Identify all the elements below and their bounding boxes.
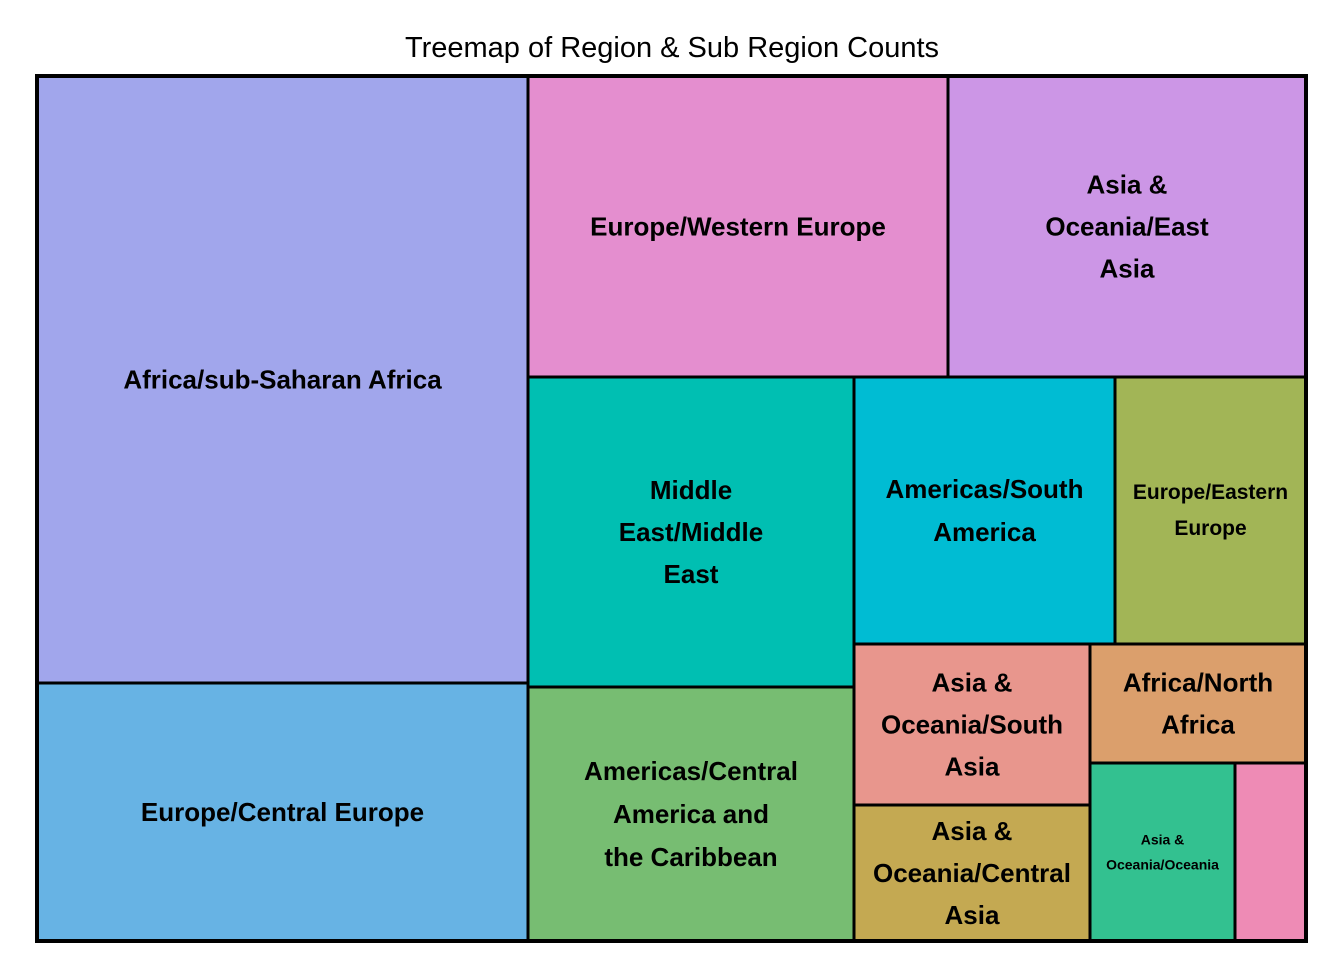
- treemap-tile-label: Middle: [650, 475, 732, 505]
- treemap-tile-label: Asia &: [1087, 170, 1168, 200]
- treemap-tile-rect: [35, 74, 530, 685]
- treemap-tile: Asia & Oceania/Oceania: [1088, 761, 1237, 943]
- treemap-tile-label: Africa/North: [1123, 668, 1273, 698]
- treemap-tile-label: Oceania/Oceania: [1106, 857, 1219, 873]
- treemap-tile: Europe/Central Europe: [35, 681, 530, 943]
- treemap-tile-label: America: [933, 517, 1036, 547]
- treemap-tile: Middle East/Middle East: [526, 375, 856, 689]
- treemap-tile: Americas/Central America and the Caribbean: [526, 685, 856, 943]
- treemap-tile-rect: [1088, 761, 1237, 943]
- treemap-tile-label: America and: [613, 799, 769, 829]
- treemap-tile-rect: [1233, 761, 1308, 943]
- treemap-tile-rect: [852, 375, 1117, 646]
- treemap-tile-label: Americas/South: [886, 474, 1084, 504]
- treemap-tile-rect: [852, 642, 1092, 807]
- treemap-tile-label: Oceania/East: [1045, 212, 1209, 242]
- treemap-tile-rect: [852, 803, 1092, 943]
- treemap-tile-label: East: [664, 559, 719, 589]
- treemap-tile-label: Europe/Central Europe: [141, 797, 424, 827]
- treemap-tile-rect: [946, 74, 1308, 379]
- treemap-tile-label: Africa: [1161, 710, 1235, 740]
- treemap-tile: Asia & Oceania/South Asia: [852, 642, 1092, 807]
- chart-title: Treemap of Region & Sub Region Counts: [404, 32, 940, 64]
- treemap-tile: Asia & Oceania/East Asia: [946, 74, 1308, 379]
- treemap-tile-label: East/Middle: [619, 517, 763, 547]
- treemap-tile-label: Asia &: [1141, 832, 1185, 848]
- treemap-tile-label: Europe: [1174, 517, 1246, 540]
- treemap-tile: [1233, 761, 1308, 943]
- treemap-tile: Africa/North Africa: [1088, 642, 1308, 765]
- treemap-tile-rect: [526, 74, 950, 379]
- treemap-tile-label: Asia &: [932, 668, 1013, 698]
- treemap-tile: Asia & Oceania/Central Asia: [852, 803, 1092, 943]
- treemap-tile: Americas/South America: [852, 375, 1117, 646]
- treemap-tile: Africa/sub-Saharan Africa: [35, 74, 530, 685]
- treemap-tile-label: Asia &: [932, 816, 1013, 846]
- treemap-tile-label: Asia: [945, 900, 1000, 930]
- treemap-tile: Europe/Western Europe: [526, 74, 950, 379]
- treemap-tile-rect: [1088, 642, 1308, 765]
- treemap-tile-label: Oceania/South: [881, 710, 1063, 740]
- treemap-tile-rect: [35, 681, 530, 943]
- treemap-tile-label: Europe/Eastern: [1133, 481, 1288, 504]
- treemap-tile-label: the Caribbean: [604, 842, 777, 872]
- treemap-tile-label: Americas/Central: [584, 756, 798, 786]
- treemap-tile-label: Asia: [945, 752, 1000, 782]
- treemap-tile-label: Oceania/Central: [873, 858, 1071, 888]
- treemap-tile: Europe/Eastern Europe: [1113, 375, 1308, 646]
- treemap-tile-label: Europe/Western Europe: [590, 212, 886, 242]
- treemap-tile-label: Africa/sub-Saharan Africa: [123, 365, 442, 395]
- treemap-tile-rect: [1113, 375, 1308, 646]
- treemap-tile-label: Asia: [1100, 254, 1155, 284]
- treemap-frame: [35, 74, 1308, 943]
